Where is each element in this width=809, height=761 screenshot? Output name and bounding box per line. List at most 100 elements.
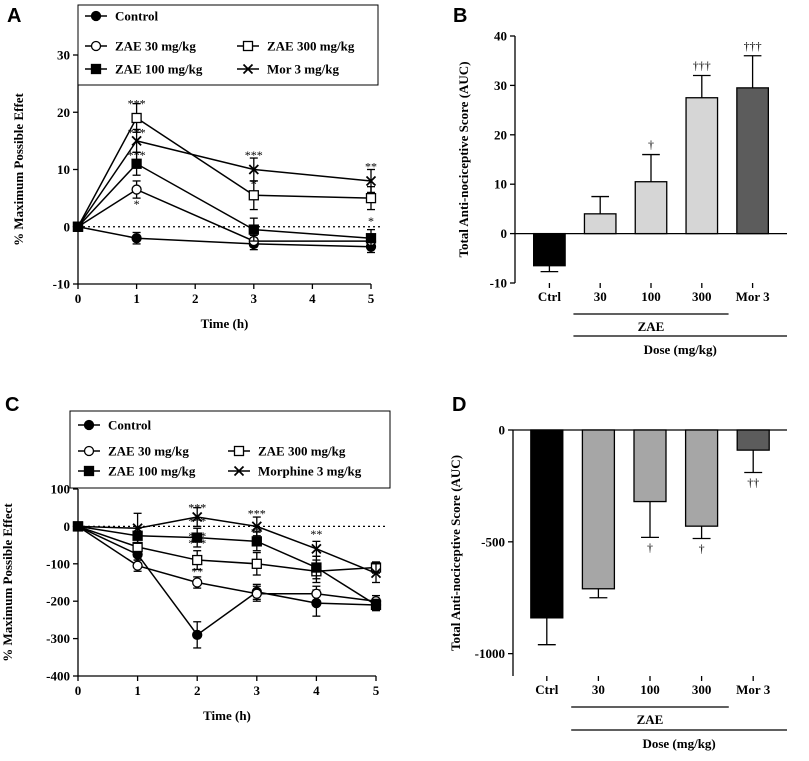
y-tick-label: 20 [57,105,70,120]
x-tick-label: 3 [254,683,261,698]
y-tick-label: 20 [494,127,507,142]
series-line [77,525,377,606]
y-tick-label: -500 [481,534,505,549]
group-label: ZAE [637,712,664,727]
legend-marker [233,445,245,457]
category-label: 300 [692,682,712,697]
legend-item: ZAE 100 mg/kg [78,464,196,479]
data-point-b [370,568,382,579]
significance-label: *** [128,97,146,111]
x-axis-title: Dose (mg/kg) [644,342,717,357]
x-tick-label: 0 [75,291,82,306]
legend-label: ZAE 300 mg/kg [267,39,355,54]
legend-marker [90,63,102,75]
data-point-b [72,521,84,532]
legend-box [69,410,391,489]
bar [530,429,564,619]
legend-marker [83,419,95,431]
series-line [77,525,377,636]
significance-label: ** [310,527,322,541]
significance-label: ** [191,564,203,578]
data-point [131,135,142,147]
category-label: 300 [692,289,712,304]
data-point-b [248,164,259,175]
bar-group-30 [581,429,616,599]
x-tick-label: 1 [134,683,141,698]
data-point-b [72,221,84,232]
legend-label: Mor 3 mg/kg [267,62,339,77]
data-point-b [365,175,377,187]
legend: Control ZAE 30 mg/kg ZAE 300 mg/kg ZAE 100 … [77,4,379,86]
y-tick-label: -100 [46,556,70,571]
x-axis-title: Time (h) [203,708,251,723]
panel-a: A -10 0 10 20 30 0 1 2 3 4 5 Time (h) % Maximum Possi… [7,4,381,331]
data-point [251,558,262,569]
legend-label: ZAE 100 mg/kg [108,464,196,479]
legend-item: Control [85,9,158,24]
category-label: 100 [641,289,661,304]
bar-group-100 [633,429,667,538]
legend-marker [242,63,254,75]
y-tick-label: 10 [57,162,70,177]
legend-marker [90,10,102,22]
y-tick-label: 30 [57,48,70,63]
legend-item: ZAE 300 mg/kg [237,39,355,54]
bar [736,429,770,451]
significance-label: *** [128,148,146,162]
legend-item: ZAE 30 mg/kg [85,39,196,54]
series-line [77,140,372,228]
category-label: Ctrl [535,682,558,697]
legend-label: Control [108,418,151,433]
bar [533,232,566,267]
data-point [251,521,262,532]
legend-marker [90,40,102,52]
significance-label: *** [188,514,206,528]
y-axis-title: % Maximum Possible Effet [11,92,26,245]
x-tick-label: 5 [368,291,375,306]
series-line [77,116,372,228]
legend-label: Morphine 3 mg/kg [258,464,362,479]
category-label: 30 [594,289,607,304]
series-line [77,516,377,574]
legend-item: Mor 3 mg/kg [237,62,339,77]
y-axis-title: Total Anti-nociceptive Score (AUC) [448,455,463,651]
y-tick-label: -10 [53,277,70,292]
bar [736,87,769,235]
data-point [72,221,84,232]
data-point [311,588,322,599]
data-point [192,577,203,588]
data-point [248,190,259,201]
data-point [192,554,203,566]
data-point-b [311,543,322,554]
series-zae-30-mg-kg [72,521,382,608]
panel-b: B -10 0 10 20 30 40 Total Anti-nociceptive Scor… [453,5,787,357]
data-point [251,588,262,599]
legend-label: ZAE 30 mg/kg [108,444,189,459]
data-point [248,164,259,175]
data-point [132,560,143,571]
series-line [77,162,372,239]
bar [684,429,719,527]
panel-letter: B [453,5,467,27]
bar-group-100 [634,153,668,235]
category-label: Mor 3 [736,289,771,304]
y-tick-label: -200 [46,594,70,609]
data-point-b [251,521,262,532]
data-point [131,112,142,124]
y-tick-label: 0 [499,423,506,438]
legend-item: Control [78,418,151,433]
significance-label: ** [365,160,377,174]
x-tick-label: 3 [251,291,258,306]
legend-item: ZAE 30 mg/kg [78,444,189,459]
data-point [311,543,322,554]
x-tick-label: 0 [75,683,82,698]
legend-label: ZAE 100 mg/kg [115,62,203,77]
y-tick-label: -300 [46,631,70,646]
legend-item: ZAE 300 mg/kg [228,444,346,459]
data-point [192,629,203,641]
series-mor-3-mg-kg [72,128,377,232]
y-tick-label: 30 [494,78,507,93]
data-point [131,233,142,244]
x-tick-label: 5 [373,683,380,698]
bar [581,429,616,590]
